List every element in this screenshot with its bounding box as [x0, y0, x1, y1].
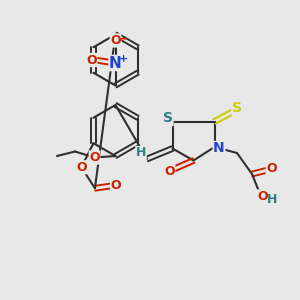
Text: H: H	[136, 146, 146, 160]
Text: −: −	[119, 32, 129, 46]
Text: +: +	[119, 54, 128, 64]
Text: N: N	[213, 142, 225, 155]
Text: O: O	[89, 151, 100, 164]
Text: S: S	[232, 101, 242, 115]
Text: H: H	[267, 193, 278, 206]
Text: O: O	[86, 53, 97, 67]
Text: O: O	[111, 179, 121, 192]
Text: O: O	[266, 162, 277, 175]
Text: S: S	[163, 112, 173, 125]
Text: O: O	[164, 165, 175, 178]
Text: O: O	[76, 161, 87, 174]
Text: O: O	[257, 190, 268, 203]
Text: O: O	[110, 34, 121, 47]
Text: N: N	[109, 56, 122, 70]
